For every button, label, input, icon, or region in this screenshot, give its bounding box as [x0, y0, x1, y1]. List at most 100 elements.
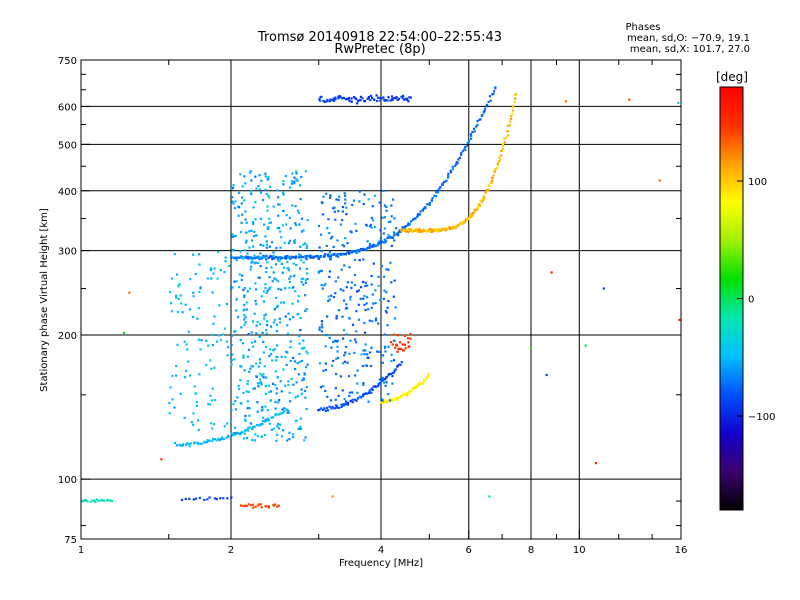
- echo-point: [268, 217, 271, 220]
- echo-point: [383, 204, 386, 207]
- echo-point: [226, 354, 229, 357]
- echo-point: [363, 303, 366, 306]
- echo-point: [339, 95, 342, 99]
- echo-point: [273, 503, 277, 506]
- echo-point: [271, 416, 275, 419]
- echo-point: [268, 185, 272, 188]
- echo-point: [261, 374, 264, 377]
- echo-point: [386, 399, 390, 402]
- echo-point: [178, 443, 181, 446]
- echo-point: [331, 406, 334, 409]
- echo-point: [254, 433, 257, 436]
- echo-point: [304, 279, 308, 282]
- echo-point: [371, 320, 374, 323]
- echo-point: [418, 229, 421, 232]
- echo-point: [353, 96, 356, 99]
- echo-point: [334, 280, 337, 283]
- echo-point: [377, 242, 380, 245]
- echo-point: [335, 198, 338, 201]
- echo-point: [347, 98, 350, 101]
- echo-point: [198, 496, 201, 500]
- echo-point: [291, 302, 294, 305]
- echo-point: [473, 211, 476, 214]
- echo-point: [258, 188, 261, 191]
- echo-point: [276, 257, 279, 260]
- echo-point: [243, 175, 246, 178]
- echo-point: [367, 356, 370, 360]
- echo-point: [320, 95, 323, 98]
- echo-point: [239, 231, 243, 234]
- echo-point: [244, 504, 247, 507]
- echo-point: [348, 394, 351, 398]
- echo-point: [337, 97, 340, 100]
- echo-point: [358, 200, 361, 203]
- echo-point: [323, 407, 326, 410]
- echo-point: [355, 98, 358, 101]
- echo-point: [246, 382, 249, 386]
- echo-point: [344, 237, 347, 240]
- echo-point: [315, 254, 318, 258]
- echo-point: [160, 458, 163, 461]
- echo-point: [274, 407, 277, 410]
- echo-point: [170, 302, 173, 305]
- echo-point: [264, 287, 267, 290]
- y-tick-label: 600: [58, 102, 77, 113]
- echo-point: [197, 442, 200, 445]
- echo-point: [335, 405, 338, 408]
- echo-point: [386, 324, 389, 327]
- echo-point: [289, 340, 292, 343]
- echo-point: [319, 99, 322, 102]
- echo-point: [400, 228, 403, 231]
- echo-point: [413, 229, 416, 232]
- echo-point: [257, 385, 260, 388]
- echo-point: [198, 253, 201, 256]
- echo-point: [324, 368, 328, 372]
- echo-point: [389, 341, 393, 344]
- echo-point: [210, 367, 213, 370]
- echo-point: [273, 308, 276, 311]
- echo-point: [382, 232, 385, 235]
- echo-point: [300, 259, 303, 262]
- echo-point: [331, 235, 334, 238]
- echo-point: [293, 241, 296, 244]
- echo-point: [255, 375, 258, 378]
- echo-point: [344, 307, 348, 310]
- echo-point: [319, 255, 322, 258]
- echo-point: [358, 250, 361, 253]
- echo-point: [363, 353, 366, 356]
- echo-point: [387, 268, 390, 271]
- y-tick-label: 500: [58, 140, 77, 151]
- echo-point: [378, 350, 381, 353]
- echo-point: [284, 355, 287, 359]
- echo-point: [358, 259, 361, 262]
- echo-point: [297, 373, 300, 376]
- echo-point: [374, 244, 378, 247]
- echo-point: [391, 398, 394, 401]
- echo-point: [274, 384, 277, 387]
- echo-point: [278, 260, 281, 263]
- echo-point: [257, 261, 260, 265]
- echo-point: [400, 95, 403, 98]
- echo-point: [197, 307, 200, 310]
- echo-point: [189, 278, 192, 281]
- echo-point: [227, 435, 230, 438]
- echo-point: [400, 395, 403, 398]
- echo-point: [301, 379, 304, 382]
- echo-point: [344, 403, 348, 406]
- echo-point: [299, 329, 302, 332]
- echo-point: [354, 374, 357, 377]
- echo-point: [326, 315, 329, 318]
- echo-point: [258, 256, 261, 259]
- echo-point: [390, 236, 393, 239]
- echo-point: [302, 229, 305, 232]
- echo-point: [254, 256, 257, 259]
- echo-point: [171, 374, 174, 378]
- echo-point: [294, 396, 297, 399]
- echo-point: [386, 400, 389, 403]
- echo-point: [169, 386, 172, 389]
- echo-point: [364, 349, 367, 352]
- echo-point: [251, 503, 254, 506]
- echo-point: [173, 406, 176, 409]
- echo-point: [246, 407, 249, 410]
- echo-point: [401, 97, 404, 100]
